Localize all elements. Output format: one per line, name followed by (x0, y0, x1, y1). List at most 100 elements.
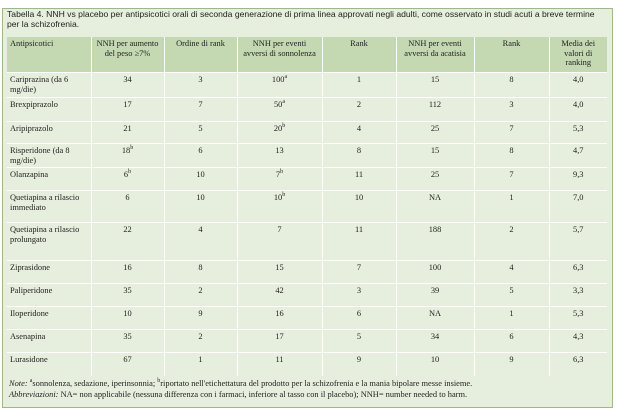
cell-nnh-peso-value: 21 (123, 124, 132, 133)
cell-nnh-sonnolenza-value: 100 (271, 75, 285, 84)
cell-media-ranking: 9,3 (548, 167, 607, 191)
cell-rank-acatisia-value: 8 (509, 146, 514, 155)
cell-rank-sonnolenza: 4 (321, 121, 396, 144)
cell-nnh-peso: 67 (90, 352, 164, 376)
cell-nnh-sonnolenza: 100a (236, 72, 322, 98)
cell-media-ranking: 6,3 (548, 352, 607, 376)
cell-nnh-peso: 22 (90, 222, 164, 261)
cell-nnh-sonnolenza-value: 13 (275, 146, 284, 155)
cell-antipsicotico-value: Cariprazina (da 6 mg/die) (10, 75, 69, 94)
cell-rank-acatisia-value: 4 (509, 263, 514, 272)
cell-rank-acatisia-value: 7 (509, 124, 514, 133)
cell-nnh-acatisia-value: NA (428, 309, 442, 318)
cell-rank-sonnolenza: 5 (321, 329, 396, 353)
cell-antipsicotico-value: Risperidone (da 8 mg/die) (10, 146, 70, 165)
cell-nnh-acatisia-value: 15 (430, 146, 440, 155)
cell-media-ranking-value: 9,3 (573, 170, 584, 179)
cell-ordine-rank: 8 (163, 260, 237, 284)
cell-nnh-peso: 21 (90, 121, 164, 144)
cell-rank-sonnolenza: 11 (321, 167, 396, 191)
note-b-marker: b (157, 378, 161, 385)
cell-rank-sonnolenza: 11 (321, 222, 396, 261)
footnote-marker: a (282, 99, 286, 106)
cell-ordine-rank-value: 5 (198, 124, 203, 133)
table-row: Ziprasidone 16 8 15 7 100 4 6,3 (7, 260, 607, 284)
cell-nnh-acatisia: 15 (395, 143, 474, 168)
cell-ordine-rank: 10 (163, 190, 237, 223)
cell-nnh-sonnolenza-value: 10 (273, 193, 283, 202)
cell-nnh-sonnolenza-value: 11 (275, 355, 284, 364)
cell-media-ranking-value: 6,3 (573, 263, 584, 272)
cell-media-ranking: 4,3 (548, 329, 607, 353)
cell-ordine-rank: 2 (163, 329, 237, 353)
cell-nnh-peso: 35 (90, 283, 164, 307)
cell-ordine-rank-value: 9 (198, 309, 203, 318)
footnote-marker: b (282, 192, 286, 199)
note-line: Note: asonnolenza, sedazione, iperinsonn… (9, 378, 609, 389)
cell-ordine-rank: 2 (163, 283, 237, 307)
cell-antipsicotico: Aripiprazolo (7, 121, 91, 144)
cell-nnh-acatisia: NA (395, 306, 474, 330)
note-a-text: sonnolenza, sedazione, iperinsonnia; (32, 379, 158, 388)
cell-ordine-rank: 7 (163, 97, 237, 122)
header-antipsicotici: Antipsicotici (7, 37, 91, 73)
footnote-marker: b (282, 123, 286, 130)
cell-rank-sonnolenza: 1 (321, 72, 396, 98)
cell-nnh-acatisia: 15 (395, 72, 474, 98)
cell-rank-acatisia: 6 (473, 329, 549, 353)
cell-rank-sonnolenza: 2 (321, 97, 396, 122)
header-row: Antipsicotici NNH per aumento del peso ≥… (7, 37, 607, 73)
cell-nnh-peso: 16 (90, 260, 164, 284)
cell-rank-acatisia: 1 (473, 190, 549, 223)
cell-ordine-rank: 3 (163, 72, 237, 98)
cell-rank-sonnolenza-value: 2 (356, 100, 362, 109)
cell-rank-sonnolenza: 7 (321, 260, 396, 284)
cell-ordine-rank: 5 (163, 121, 237, 144)
cell-ordine-rank-value: 10 (196, 193, 205, 202)
cell-ordine-rank-value: 10 (196, 170, 205, 179)
table-row: Brexpiprazolo 17 7 50a 2 112 3 4,0 (7, 97, 607, 122)
cell-ordine-rank-value: 2 (198, 332, 203, 341)
abbr-text: NA= non applicabile (nessuna differenza … (60, 390, 468, 399)
cell-nnh-sonnolenza-value: 42 (275, 286, 284, 295)
table-row: Asenapina 35 2 17 5 34 6 4,3 (7, 329, 607, 353)
cell-ordine-rank-value: 6 (198, 146, 203, 155)
table-row: Paliperidone 35 2 42 3 39 5 3,3 (7, 283, 607, 307)
cell-media-ranking-value: 4,7 (573, 146, 584, 155)
cell-nnh-peso: 10 (90, 306, 164, 330)
cell-rank-acatisia-value: 6 (509, 332, 514, 341)
cell-antipsicotico: Olanzapina (7, 167, 91, 191)
header-ordine-rank: Ordine di rank (163, 37, 237, 73)
cell-rank-sonnolenza: 10 (321, 190, 396, 223)
cell-antipsicotico: Lurasidone (7, 352, 91, 376)
cell-nnh-peso: 6 (90, 190, 164, 223)
cell-nnh-peso-value: 10 (123, 309, 132, 318)
cell-media-ranking: 5,3 (548, 121, 607, 144)
cell-rank-sonnolenza-value: 7 (356, 263, 362, 272)
cell-media-ranking: 5,7 (548, 222, 607, 261)
cell-ordine-rank-value: 4 (198, 225, 203, 234)
cell-nnh-peso-value: 6 (123, 170, 129, 179)
footnote-marker: a (284, 74, 288, 81)
cell-nnh-acatisia-value: NA (428, 193, 442, 202)
cell-rank-sonnolenza-value: 10 (354, 193, 364, 202)
cell-antipsicotico: Cariprazina (da 6 mg/die) (7, 72, 91, 98)
cell-nnh-sonnolenza: 20b (236, 121, 322, 144)
note-a-marker: a (29, 378, 33, 385)
cell-nnh-sonnolenza: 7b (236, 167, 322, 191)
cell-nnh-peso-value: 17 (123, 100, 132, 109)
table-row: Aripiprazolo 21 5 20b 4 25 7 5,3 (7, 121, 607, 144)
cell-nnh-sonnolenza: 13 (236, 143, 322, 168)
header-rank-sonnolenza: Rank (321, 37, 396, 73)
cell-nnh-sonnolenza-value: 17 (275, 332, 284, 341)
cell-rank-sonnolenza: 8 (321, 143, 396, 168)
cell-nnh-peso: 17 (90, 97, 164, 122)
cell-antipsicotico-value: Quetiapina a rilascio prolungato (10, 225, 80, 244)
cell-nnh-peso-value: 34 (123, 75, 132, 84)
cell-antipsicotico-value: Ziprasidone (10, 263, 51, 272)
cell-nnh-acatisia: 112 (395, 97, 474, 122)
abbreviations-line: Abbreviazioni: NA= non applicabile (ness… (9, 389, 609, 400)
cell-nnh-acatisia-value: 10 (430, 355, 440, 364)
cell-rank-sonnolenza-value: 9 (356, 355, 362, 364)
cell-antipsicotico: Risperidone (da 8 mg/die) (7, 143, 91, 168)
